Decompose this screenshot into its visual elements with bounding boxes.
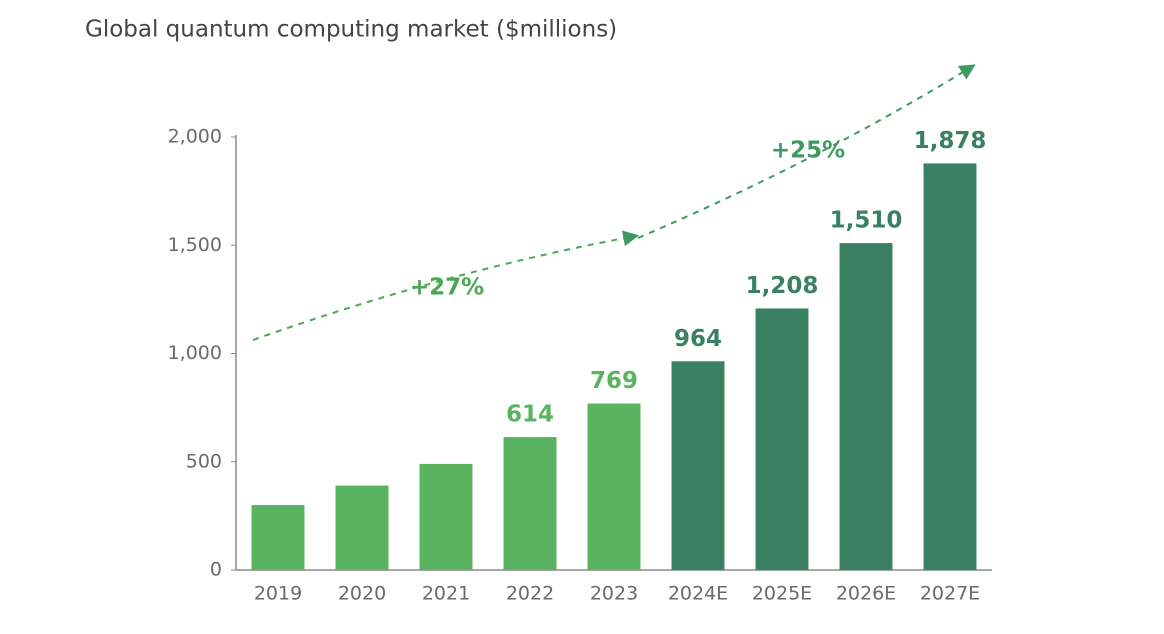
x-tick-label: 2021 [422, 583, 470, 605]
value-label: 1,878 [914, 128, 987, 154]
bar [587, 403, 641, 570]
bar [755, 308, 809, 570]
bar [839, 243, 893, 570]
value-label: 1,510 [830, 208, 903, 234]
value-label: 1,208 [746, 273, 819, 299]
chart-title: Global quantum computing market ($millio… [85, 17, 617, 43]
annotation: +25% [771, 138, 845, 164]
y-tick-label: 1,500 [168, 234, 222, 256]
y-tick-label: 0 [210, 559, 222, 581]
bar [251, 505, 305, 570]
y-tick-label: 2,000 [168, 126, 222, 148]
x-tick-label: 2023 [590, 583, 638, 605]
y-tick-label: 1,000 [168, 342, 222, 364]
bar [335, 485, 389, 570]
x-tick-label: 2022 [506, 583, 554, 605]
bar [923, 163, 977, 570]
trend-arrow [637, 64, 976, 239]
x-tick-label: 2019 [254, 583, 302, 605]
bar [671, 361, 725, 570]
bar [419, 463, 473, 570]
x-tick-label: 2024E [668, 583, 728, 605]
bar [503, 437, 557, 570]
annotation: +27% [410, 275, 484, 301]
value-label: 769 [590, 368, 638, 394]
value-label: 614 [506, 402, 554, 428]
x-tick-label: 2026E [836, 583, 896, 605]
y-tick-label: 500 [186, 450, 222, 472]
x-tick-label: 2027E [920, 583, 980, 605]
x-tick-label: 2020 [338, 583, 386, 605]
x-tick-label: 2025E [752, 583, 812, 605]
value-label: 964 [674, 326, 722, 352]
